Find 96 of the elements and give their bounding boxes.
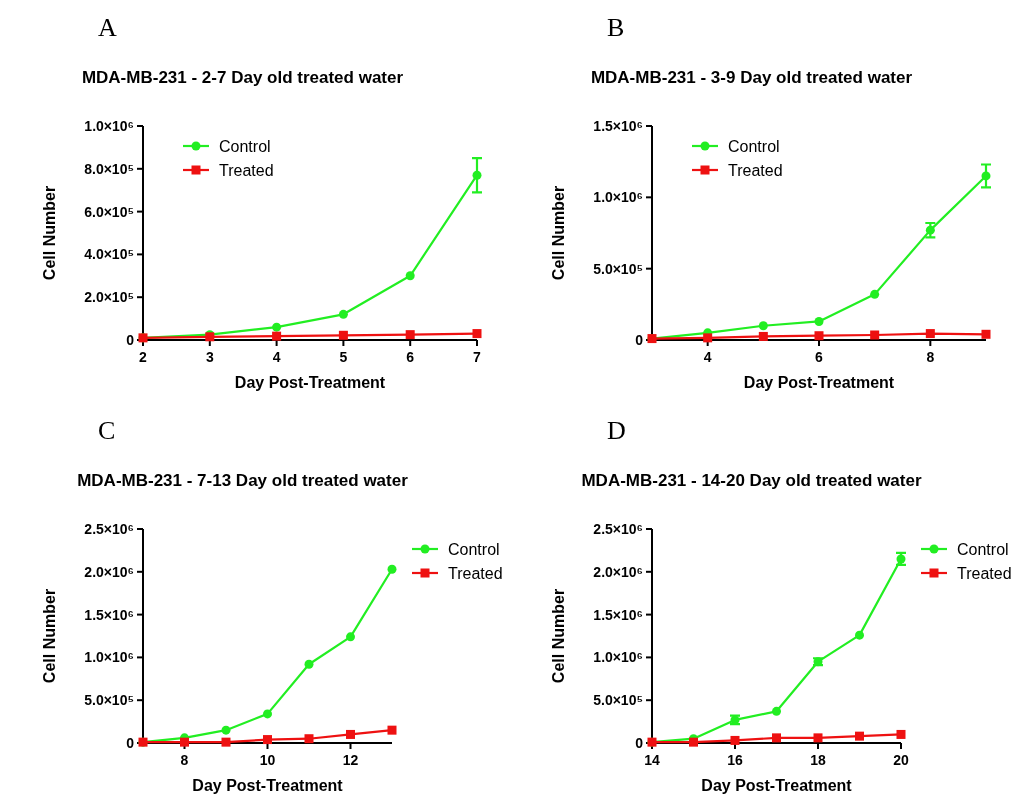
y-tick-label: 2.5×10⁶ [593,521,643,537]
point [304,659,314,669]
legend-label: Control [448,541,500,558]
x-axis-title: Day Post-Treatment [192,777,344,794]
x-tick-label: 3 [205,349,214,365]
point [387,725,397,735]
x-tick-label: 20 [893,752,909,768]
point [272,331,282,341]
x-tick-label: 4 [703,349,712,365]
point [346,632,355,642]
point [180,737,189,747]
y-tick-label: 1.5×10⁶ [84,606,134,623]
x-tick-label: 6 [815,349,824,365]
point [814,331,824,341]
y-axis-title: Cell Number [41,588,58,684]
point [896,729,906,739]
point [405,271,415,281]
point [338,309,348,319]
point [758,331,768,341]
point [405,330,415,340]
point [855,731,864,741]
point [758,321,768,331]
text: D [607,416,626,445]
point [304,734,314,744]
y-axis-title: Cell Number [41,185,58,281]
legend-label: Treated [219,162,274,179]
y-tick-label: 2.0×10⁶ [593,563,643,580]
y-tick-label: 0 [635,735,644,751]
y-tick-label: 0 [635,332,644,348]
x-tick-label: 7 [473,349,482,365]
x-tick-label: 5 [339,349,348,365]
legend-label: Treated [728,162,783,179]
x-tick-label: 8 [180,752,189,768]
point [472,329,482,339]
point [472,170,482,180]
point [221,725,231,735]
point [221,737,231,747]
y-tick-label: 1.5×10⁶ [593,606,643,623]
x-tick-label: 2 [139,349,148,365]
point [387,564,397,574]
x-axis-title: Day Post-Treatment [701,777,853,794]
text: C [98,416,116,445]
y-tick-label: 1.0×10⁶ [593,189,643,206]
point [814,316,824,326]
legend-label: Treated [448,565,503,582]
y-tick-label: 4.0×10⁵ [84,246,134,263]
chart-title: MDA-MB-231 - 2-7 Day old treated water [81,68,404,87]
legend-label: Control [219,138,271,155]
y-axis-title: Cell Number [550,588,567,684]
x-tick-label: 18 [810,752,826,768]
x-tick-label: 8 [926,349,935,365]
text: A [98,13,117,42]
point [870,289,880,299]
x-tick-label: 12 [342,752,359,768]
point [981,329,991,339]
point [772,733,781,743]
point [730,735,740,745]
y-axis-title: Cell Number [550,185,567,281]
y-tick-label: 5.0×10⁵ [593,692,643,709]
point [338,330,348,340]
point [981,171,991,181]
x-tick-label: 16 [727,752,743,768]
text: B [607,13,625,42]
point [346,729,355,739]
y-tick-label: 8.0×10⁵ [84,160,134,177]
y-tick-label: 1.0×10⁶ [84,649,134,666]
point [703,333,713,343]
x-axis-title: Day Post-Treatment [743,374,895,391]
legend-label: Control [728,138,780,155]
x-tick-label: 4 [272,349,281,365]
legend-label: Control [957,541,1009,558]
y-tick-label: 0 [126,332,135,348]
chart-title: MDA-MB-231 - 3-9 Day old treated water [590,68,913,87]
x-axis-title: Day Post-Treatment [234,374,386,391]
y-tick-label: 5.0×10⁵ [593,260,643,277]
x-tick-label: 14 [644,752,660,768]
point [263,709,272,719]
y-tick-label: 1.0×10⁶ [593,649,643,666]
chart-title: MDA-MB-231 - 7-13 Day old treated water [77,471,409,490]
y-tick-label: 2.0×10⁵ [84,289,134,306]
point [263,735,272,745]
y-tick-label: 1.0×10⁶ [84,118,134,134]
chart-title: MDA-MB-231 - 14-20 Day old treated water [581,471,922,490]
point [272,322,282,332]
x-tick-label: 10 [259,752,276,768]
y-tick-label: 0 [126,735,135,751]
point [870,330,880,340]
point [925,329,935,339]
y-tick-label: 6.0×10⁵ [84,203,134,220]
y-tick-label: 2.5×10⁶ [84,521,134,537]
legend-label: Treated [957,565,1012,582]
y-tick-label: 5.0×10⁵ [84,692,134,709]
x-tick-label: 6 [406,349,415,365]
y-tick-label: 2.0×10⁶ [84,563,134,580]
y-tick-label: 1.5×10⁶ [593,118,643,134]
point [813,733,823,743]
